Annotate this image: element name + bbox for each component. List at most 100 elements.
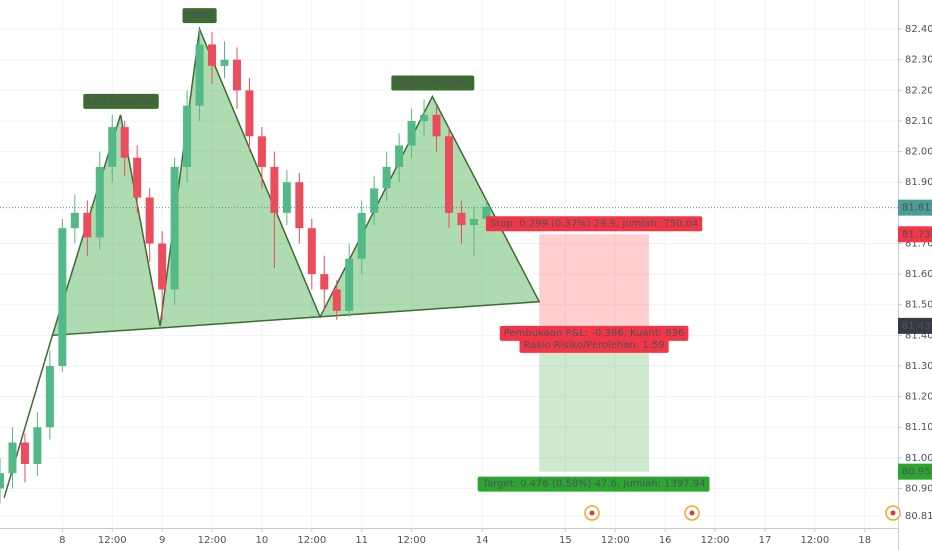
candle-body: [282, 182, 291, 213]
candle-body: [257, 136, 266, 167]
pattern-label-text: Right Shoulder: [395, 77, 470, 88]
candle-body: [420, 114, 429, 121]
price-badge: [898, 463, 932, 480]
y-tick-label: 82.100: [905, 116, 932, 127]
x-tick-label: 8: [59, 535, 65, 546]
candle-body: [20, 442, 29, 464]
candle-body: [295, 182, 304, 229]
y-tick-label: 81.300: [905, 361, 932, 372]
y-tick-label: 81.600: [905, 269, 932, 280]
stop-label-bg: [485, 216, 703, 232]
price-badge: [898, 199, 932, 216]
y-tick-label: 81.900: [905, 177, 932, 188]
grid: [0, 0, 898, 528]
candle-body: [345, 258, 354, 311]
pattern-label: Head: [182, 8, 217, 24]
pnl-label: Pembukaan P&L: -0.386, Kuant: 836: [499, 325, 689, 341]
pattern-lead-in: [3, 335, 54, 498]
pattern-label-bg: [391, 75, 475, 91]
candle-body: [33, 427, 42, 464]
ratio-label-bg: [519, 337, 669, 353]
pattern-label-bg: [83, 93, 159, 109]
x-tick-label: 12:00: [98, 535, 127, 546]
price-badge: [898, 317, 932, 334]
x-tick-label: 9: [159, 535, 165, 546]
x-tick-label: 12:00: [800, 535, 829, 546]
candle-body: [170, 166, 179, 290]
candle-body: [407, 120, 416, 146]
pattern-label: Right Shoulder: [391, 75, 475, 91]
candle-body: [445, 136, 453, 213]
candle-body: [245, 90, 254, 137]
stop-label-text: Stop: 0.299 (0.37%) 29.9, Jumlah: 750.04: [490, 218, 698, 229]
x-tick-label: 12:00: [701, 535, 730, 546]
stop-label: Stop: 0.299 (0.37%) 29.9, Jumlah: 750.04: [485, 216, 703, 232]
candle-body: [0, 473, 4, 489]
candle-body: [220, 59, 229, 66]
y-tick-label: 82.300: [905, 55, 932, 66]
pattern-label-text: Left Shoulder: [87, 96, 154, 107]
y-tick-label: 81.200: [905, 392, 932, 403]
candle-body: [482, 206, 491, 219]
candle-body: [357, 212, 366, 259]
y-tick-label: 81.100: [905, 422, 932, 433]
x-tick-label: 18: [858, 535, 871, 546]
price-badge-label: 81.817: [902, 203, 932, 214]
candle-body: [58, 228, 67, 366]
x-tick-label: 17: [759, 535, 772, 546]
pnl-label-text: Pembukaan P&L: -0.386, Kuant: 836: [504, 328, 685, 339]
price-badge-label: 80.955: [902, 467, 932, 478]
x-tick-label: 14: [476, 535, 489, 546]
target-label-bg: [477, 476, 710, 492]
candle-body: [95, 166, 104, 238]
ratio-label: Rasio Risiko/Perolehan: 1.59: [519, 337, 669, 353]
x-tick-label: 12:00: [601, 535, 630, 546]
candle-body: [432, 114, 441, 137]
price-badge-label: 81.431: [902, 321, 932, 332]
price-badge: [898, 226, 932, 243]
y-tick-label: 81.000: [905, 453, 932, 464]
candle-body: [370, 188, 379, 213]
candle-body: [158, 243, 167, 290]
y-tick-label: 80.810: [905, 511, 932, 522]
candle-body: [469, 218, 478, 226]
candle-body: [270, 166, 279, 213]
candle-body: [307, 228, 316, 275]
x-tick-label: 15: [559, 535, 572, 546]
y-tick-label: 81.700: [905, 238, 932, 249]
candle-body: [183, 105, 192, 167]
y-tick-label: 81.500: [905, 300, 932, 311]
candle-body: [382, 166, 391, 189]
candle-body: [83, 212, 92, 238]
candle-body: [232, 59, 241, 91]
y-tick-label: 82.000: [905, 147, 932, 158]
x-tick-label: 11: [355, 535, 368, 546]
candle-body: [395, 145, 404, 167]
x-tick-label: 12:00: [397, 535, 426, 546]
candle-body: [195, 44, 204, 106]
candle-body: [208, 44, 217, 66]
candle-body: [8, 442, 17, 474]
pattern-label-bg: [182, 8, 217, 24]
y-tick-label: 82.400: [905, 24, 932, 35]
event-icons: [584, 505, 901, 521]
candle-body: [145, 197, 154, 244]
pattern-label: Left Shoulder: [83, 93, 159, 109]
candle-body: [133, 157, 142, 198]
x-tick-label: 10: [256, 535, 269, 546]
candle-body: [45, 365, 54, 428]
price-badge-label: 81.730: [902, 229, 932, 240]
pnl-label-bg: [499, 325, 689, 341]
x-tick-label: 16: [659, 535, 672, 546]
candle-body: [332, 289, 341, 311]
stop-zone: [539, 234, 649, 326]
target-label: Target: 0.476 (0.58%) 47.6, Jumlah: 1397…: [477, 476, 710, 492]
target-label-text: Target: 0.476 (0.58%) 47.6, Jumlah: 1397…: [482, 479, 706, 490]
candle-body: [457, 212, 466, 226]
candle-body: [70, 212, 79, 229]
candle-body: [320, 274, 329, 290]
candle-body: [120, 127, 129, 158]
candle-body: [108, 127, 117, 167]
